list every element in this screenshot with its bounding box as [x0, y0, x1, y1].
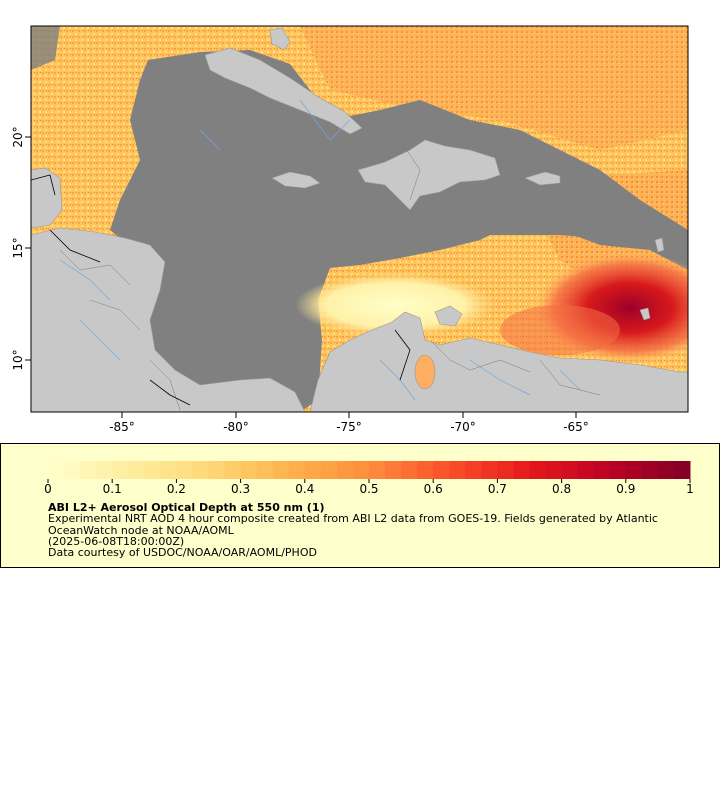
no-data-gap — [31, 26, 60, 70]
high-aod-plume — [500, 305, 620, 355]
color-ramp-cell — [593, 461, 611, 479]
color-ramp — [48, 461, 691, 479]
grenada — [639, 307, 651, 321]
puerto-rico — [524, 171, 561, 186]
color-ramp-cell — [369, 461, 386, 479]
borders — [59, 139, 601, 411]
color-ramp-labels: 0 0.1 0.2 0.3 0.4 0.5 0.6 0.7 0.8 0.9 1 — [44, 482, 694, 496]
color-ramp-cell — [673, 461, 691, 479]
y-axis — [25, 136, 31, 361]
scale-label: 0.4 — [295, 482, 314, 496]
scale-label: 0.5 — [359, 482, 378, 496]
map-plot-area — [31, 26, 688, 412]
x-tick-label: -80° — [223, 420, 249, 434]
legend-description: Experimental NRT AOD 4 hour composite cr… — [48, 512, 658, 537]
color-ramp-cell — [160, 461, 177, 479]
legend-panel: 0 0.1 0.2 0.3 0.4 0.5 0.6 0.7 0.8 0.9 1 … — [0, 443, 720, 568]
color-ramp-cell — [144, 461, 161, 479]
map-frame-border — [30, 25, 689, 413]
color-ramp-cell — [481, 461, 498, 479]
y-axis-labels: 10° 15° 20° — [11, 126, 25, 370]
aruba-curacao — [434, 305, 463, 327]
legend-title: ABI L2+ Aerosol Optical Depth at 550 nm … — [48, 501, 325, 514]
y-tick-label: 10° — [11, 349, 25, 370]
color-ramp-cell — [224, 461, 242, 479]
scale-label: 1 — [686, 482, 694, 496]
x-axis — [121, 412, 577, 418]
x-tick-label: -85° — [109, 420, 135, 434]
y-tick-label: 20° — [11, 126, 25, 147]
central-america — [31, 227, 306, 412]
scale-label: 0.7 — [488, 482, 507, 496]
color-ramp-cell — [240, 461, 258, 479]
scale-label: 0.1 — [103, 482, 122, 496]
color-ramp-cell — [192, 461, 209, 479]
color-ramp-cell — [449, 461, 466, 479]
color-ramp-cell — [352, 461, 370, 479]
color-ramp-cell — [128, 461, 145, 479]
color-ramp-cell — [529, 461, 547, 479]
color-ramp-cell — [304, 461, 322, 479]
color-ramp-cell — [417, 461, 434, 479]
y-tick-label: 15° — [11, 237, 25, 258]
legend-credit: Data courtesy of USDOC/NOAA/OAR/AOML/PHO… — [48, 546, 317, 559]
scale-label: 0.3 — [231, 482, 250, 496]
color-ramp-cell — [497, 461, 514, 479]
color-ramp-cell — [513, 461, 530, 479]
land — [31, 27, 688, 412]
lake-maracaibo — [414, 354, 436, 390]
color-ramp-cell — [657, 461, 675, 479]
color-ramp-cell — [256, 461, 274, 479]
color-ramp-cell — [208, 461, 226, 479]
aod-band-north — [300, 26, 688, 150]
x-axis-labels: -85° -80° -75° -70° -65° — [109, 420, 589, 434]
color-ramp-cell — [625, 461, 643, 479]
lesser-antilles — [654, 237, 665, 253]
color-ramp-cell — [80, 461, 97, 479]
scale-label: 0 — [44, 482, 52, 496]
aod-map: -85° -80° -75° -70° -65° 10° 15° 20° — [11, 25, 689, 434]
color-ramp-cell — [320, 461, 338, 479]
color-ramp-cell — [96, 461, 113, 479]
x-tick-label: -70° — [450, 420, 476, 434]
no-data-gap — [400, 190, 688, 250]
jamaica — [271, 171, 321, 189]
color-ramp-cell — [385, 461, 402, 479]
color-scale: 0 0.1 0.2 0.3 0.4 0.5 0.6 0.7 0.8 0.9 1 — [44, 461, 694, 496]
scale-label: 0.8 — [552, 482, 571, 496]
color-ramp-ticks — [47, 479, 691, 483]
south-america — [309, 311, 688, 412]
color-ramp-cell — [48, 461, 65, 479]
x-tick-label: -75° — [336, 420, 362, 434]
color-ramp-cell — [577, 461, 595, 479]
no-data-region — [110, 50, 688, 412]
color-ramp-cell — [64, 461, 81, 479]
hispaniola — [357, 139, 501, 211]
color-ramp-cell — [609, 461, 627, 479]
scale-label: 0.9 — [616, 482, 635, 496]
color-ramp-cell — [433, 461, 450, 479]
color-ramp-cell — [336, 461, 354, 479]
color-ramp-cell — [641, 461, 659, 479]
yucatan — [31, 167, 63, 229]
color-ramp-cell — [288, 461, 306, 479]
color-ramp-cell — [401, 461, 418, 479]
scale-label: 0.6 — [424, 482, 443, 496]
color-ramp-cell — [176, 461, 193, 479]
color-ramp-cell — [272, 461, 290, 479]
x-tick-label: -65° — [563, 420, 589, 434]
scale-label: 0.2 — [167, 482, 186, 496]
color-ramp-cell — [545, 461, 563, 479]
color-ramp-cell — [465, 461, 482, 479]
color-ramp-cell — [112, 461, 129, 479]
legend-timestamp: (2025-06-08T18:00:00Z) — [48, 535, 185, 548]
color-ramp-cell — [561, 461, 579, 479]
country-borders — [31, 174, 411, 406]
florida-keys — [269, 27, 291, 51]
cuba — [204, 47, 363, 135]
